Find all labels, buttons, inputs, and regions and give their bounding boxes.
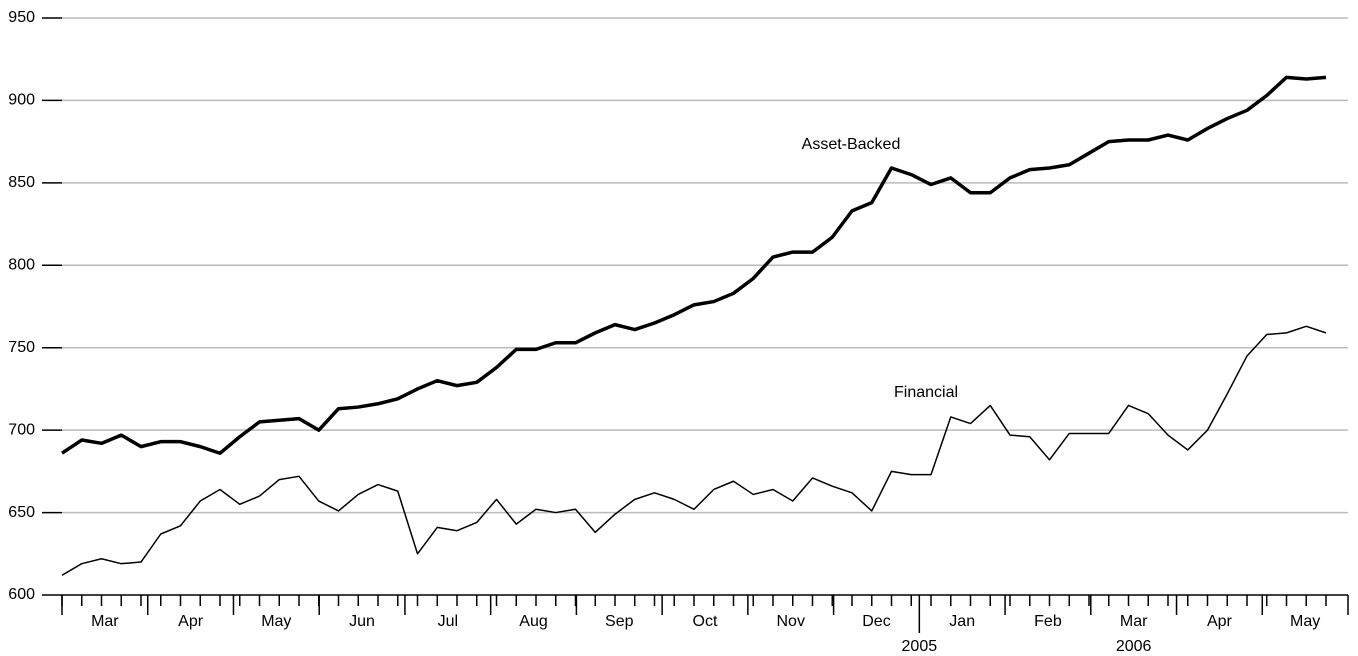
series-line [61,75,1327,455]
x-tick-label: Oct [693,613,718,630]
x-tick-label: Nov [777,613,805,630]
y-tick-label: 700 [8,421,35,438]
series-label: Asset-Backed [802,136,901,153]
y-tick-label: 650 [8,504,35,521]
series-line [61,325,1327,576]
y-tick-label: 600 [8,586,35,603]
y-tick-label: 950 [8,9,35,26]
x-tick-label: Mar [91,613,119,630]
y-tick-label: 900 [8,92,35,109]
year-label: 2005 [902,638,938,655]
x-tick-label: Apr [1207,613,1233,630]
y-tick-label: 800 [8,257,35,274]
x-tick-label: Dec [862,613,890,630]
x-tick-label: Aug [519,613,547,630]
x-tick-label: Apr [178,613,204,630]
x-tick-label: Jul [438,613,458,630]
series-label: Financial [894,384,958,401]
x-tick-label: May [1290,613,1320,630]
x-tick-label: May [261,613,291,630]
x-tick-label: Sep [605,613,634,630]
x-tick-label: Mar [1120,613,1148,630]
y-tick-label: 850 [8,174,35,191]
x-tick-label: Feb [1034,613,1062,630]
year-label: 2006 [1116,638,1152,655]
x-tick-label: Jan [949,613,975,630]
x-tick-label: Jun [349,613,375,630]
y-tick-label: 750 [8,339,35,356]
